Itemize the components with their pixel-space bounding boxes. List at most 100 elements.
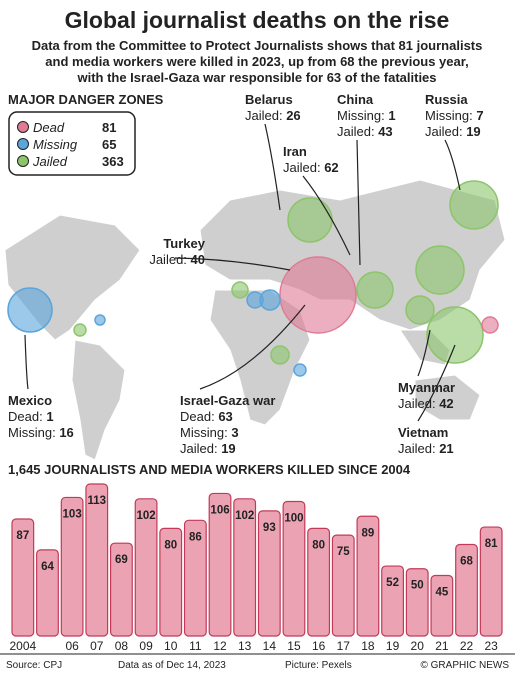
place-name: Belarus [245,92,293,107]
place-stat: Jailed: 26 [245,108,301,123]
place-stat: Missing: 7 [425,108,484,123]
bar-value-label: 68 [460,556,473,568]
stat-label: Missing: [425,108,473,123]
place-name: Israel-Gaza war [180,393,275,408]
bar-value-label: 87 [16,530,29,542]
map-bubble [231,281,249,299]
stat-value: 40 [191,252,205,267]
legend-label: Jailed [32,154,68,169]
bar [159,527,183,637]
title: Global journalist deaths on the rise [65,7,450,33]
legend-value: 65 [102,137,116,152]
credit: © GRAPHIC NEWS [421,660,510,671]
place-stat: Jailed: 43 [337,124,393,139]
place-stat: Missing: 16 [8,425,74,440]
place-name: Mexico [8,393,52,408]
bar-value-label: 80 [312,539,325,551]
map-bubble [356,271,394,309]
legend-label: Dead [33,120,65,135]
map-bubble [94,314,106,326]
stat-value: 19 [221,441,235,456]
map-heading: MAJOR DANGER ZONES [8,92,164,107]
leader-line [356,139,361,266]
bar-value-label: 106 [210,504,229,516]
legend-value: 81 [102,120,116,135]
chart-title: 1,645 JOURNALISTS AND MEDIA WORKERS KILL… [8,462,411,477]
x-tick-label: 10 [164,639,178,653]
place-name: Myanmar [398,380,455,395]
leader-line [302,175,351,256]
bar [282,500,306,637]
stat-value: 42 [439,396,453,411]
x-tick-label: 21 [435,639,449,653]
place-stat: Missing: 1 [337,108,396,123]
bar [455,543,478,637]
x-tick-label: 22 [460,639,474,653]
bar-value-label: 75 [337,546,350,558]
map-bubble [270,345,290,365]
bar [233,498,257,637]
leader-line [444,139,461,191]
stat-value: 1 [388,108,395,123]
stat-label: Jailed: [398,396,436,411]
leader-line [417,329,431,377]
legend-swatch [17,138,29,150]
leader-line [264,123,281,211]
map-bubble [449,180,499,230]
bar-value-label: 50 [411,580,424,592]
stat-label: Jailed: [337,124,375,139]
stat-label: Dead: [180,409,215,424]
map-bubble [73,323,87,337]
x-tick-label: 16 [312,639,326,653]
leader-line [24,334,29,390]
x-tick-label: 13 [238,639,252,653]
map-bubble [7,287,53,333]
bar [430,574,454,637]
stat-label: Jailed: [283,160,321,175]
bar-value-label: 113 [87,495,106,507]
place-stat: Jailed: 42 [398,396,454,411]
stat-value: 19 [466,124,480,139]
bar [381,565,404,637]
bar-value-label: 89 [362,527,375,539]
place-stat: Jailed: 19 [180,441,236,456]
legend-box [8,111,136,176]
x-tick-label: 07 [90,639,104,653]
source: Source: CPJ [6,660,62,671]
bar-value-label: 52 [386,577,399,589]
bar [85,483,109,637]
x-tick-label: 12 [213,639,227,653]
bar [60,496,84,637]
x-tick-label: 19 [386,639,400,653]
place-name: Vietnam [398,425,448,440]
subtitle: and media workers were killed in 2023, u… [45,54,468,69]
map-bubble [481,316,499,334]
place-name: Iran [283,144,307,159]
leader-line [199,304,306,390]
date-note: Data as of Dec 14, 2023 [118,660,226,671]
map-bubble [246,291,264,309]
map-bubble [426,306,484,364]
place-stat: Missing: 3 [180,425,239,440]
subtitle: Data from the Committee to Protect Journ… [32,38,483,53]
x-tick-label: 17 [337,639,351,653]
stat-value: 16 [59,425,73,440]
place-name: Turkey [163,236,205,251]
stat-value: 1 [46,409,53,424]
x-tick-label: 18 [361,639,375,653]
bar-value-label: 86 [189,531,202,543]
bar [479,526,503,637]
bar [208,492,232,637]
x-tick-label: 06 [65,639,79,653]
leader-line [417,344,456,422]
map-bubble [279,256,357,334]
stat-label: Dead: [8,409,43,424]
stat-value: 3 [231,425,238,440]
bar [183,519,207,637]
map-bubble [287,197,333,243]
place-stat: Dead: 63 [180,409,233,424]
stat-value: 43 [378,124,392,139]
place-stat: Jailed: 21 [398,441,454,456]
bar [257,510,281,637]
